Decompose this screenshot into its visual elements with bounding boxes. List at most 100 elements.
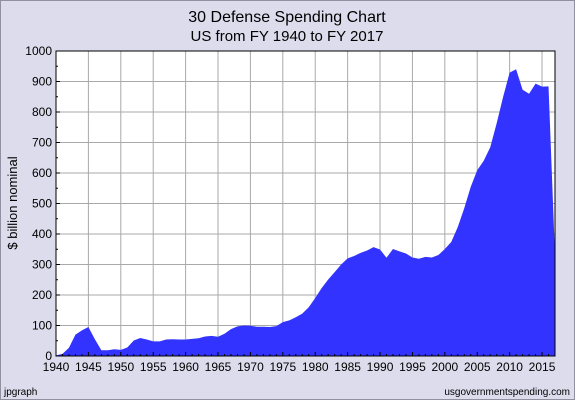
data-point bbox=[87, 326, 89, 328]
data-point bbox=[385, 257, 387, 259]
data-point bbox=[230, 328, 232, 330]
data-point bbox=[275, 325, 277, 327]
data-point bbox=[165, 338, 167, 340]
data-point bbox=[463, 207, 465, 209]
data-point bbox=[483, 160, 485, 162]
data-point bbox=[120, 349, 122, 351]
data-point bbox=[152, 340, 154, 342]
credit-source: usgovernmentspending.com bbox=[444, 387, 570, 398]
x-tick-label: 1960 bbox=[172, 360, 199, 374]
data-point bbox=[547, 85, 549, 87]
x-tick-label: 1955 bbox=[140, 360, 167, 374]
data-point bbox=[223, 333, 225, 335]
data-point bbox=[146, 338, 148, 340]
data-point bbox=[372, 246, 374, 248]
data-point bbox=[81, 329, 83, 331]
credit-jpgraph: jpgraph bbox=[3, 387, 37, 398]
y-tick-label: 500 bbox=[32, 197, 52, 211]
data-point bbox=[340, 263, 342, 265]
data-point bbox=[437, 254, 439, 256]
data-point bbox=[204, 335, 206, 337]
x-tick-label: 1940 bbox=[43, 360, 70, 374]
data-point bbox=[444, 248, 446, 250]
data-point bbox=[288, 319, 290, 321]
x-tick-label: 2000 bbox=[431, 360, 458, 374]
x-tick-label: 2010 bbox=[496, 360, 523, 374]
chart-subtitle: US from FY 1940 to FY 2017 bbox=[191, 28, 384, 45]
x-tick-label: 1950 bbox=[107, 360, 134, 374]
y-tick-label: 100 bbox=[32, 319, 52, 333]
data-point bbox=[346, 257, 348, 259]
data-point bbox=[508, 71, 510, 73]
series-area-group bbox=[56, 68, 555, 357]
y-axis-label: $ billion nominal bbox=[5, 156, 20, 249]
data-point bbox=[418, 258, 420, 260]
y-tick-label: 900 bbox=[32, 75, 52, 89]
data-point bbox=[353, 255, 355, 257]
data-point bbox=[359, 252, 361, 254]
data-point bbox=[262, 326, 264, 328]
y-axis: 0 100 200 300 400 500 600 700 800 900 1000 bbox=[25, 44, 60, 363]
data-point bbox=[282, 321, 284, 323]
data-point bbox=[236, 325, 238, 327]
data-point bbox=[398, 250, 400, 252]
data-point bbox=[249, 325, 251, 327]
data-point bbox=[314, 297, 316, 299]
data-point bbox=[476, 169, 478, 171]
data-point bbox=[321, 287, 323, 289]
data-point bbox=[178, 338, 180, 340]
x-tick-label: 2005 bbox=[464, 360, 491, 374]
data-point bbox=[197, 337, 199, 339]
data-point bbox=[327, 278, 329, 280]
data-point bbox=[100, 349, 102, 351]
data-point bbox=[126, 346, 128, 348]
data-point bbox=[457, 226, 459, 228]
series-area bbox=[56, 69, 555, 357]
data-point bbox=[489, 146, 491, 148]
data-point bbox=[528, 93, 530, 95]
data-point bbox=[424, 256, 426, 258]
data-point bbox=[107, 349, 109, 351]
data-point bbox=[113, 348, 115, 350]
y-tick-label: 700 bbox=[32, 136, 52, 150]
data-point bbox=[217, 336, 219, 338]
data-point bbox=[68, 347, 70, 349]
x-tick-label: 1965 bbox=[205, 360, 232, 374]
data-point bbox=[515, 68, 517, 70]
data-point bbox=[541, 85, 543, 87]
y-tick-label: 400 bbox=[32, 227, 52, 241]
data-point bbox=[74, 333, 76, 335]
y-tick-label: 300 bbox=[32, 258, 52, 272]
data-point bbox=[139, 337, 141, 339]
x-tick-label: 1975 bbox=[269, 360, 296, 374]
data-point bbox=[94, 338, 96, 340]
data-point bbox=[158, 340, 160, 342]
data-point bbox=[191, 338, 193, 340]
x-tick-label: 2015 bbox=[529, 360, 556, 374]
x-tick-label: 1970 bbox=[237, 360, 264, 374]
data-point bbox=[534, 82, 536, 84]
chart-title: 30 Defense Spending Chart bbox=[188, 9, 386, 26]
data-point bbox=[379, 248, 381, 250]
data-point bbox=[269, 326, 271, 328]
data-point bbox=[366, 249, 368, 251]
data-point bbox=[210, 335, 212, 337]
data-point bbox=[450, 241, 452, 243]
y-tick-label: 600 bbox=[32, 166, 52, 180]
data-point bbox=[133, 339, 135, 341]
y-tick-label: 1000 bbox=[25, 44, 52, 58]
data-point bbox=[308, 306, 310, 308]
data-point bbox=[171, 338, 173, 340]
x-tick-label: 1985 bbox=[334, 360, 361, 374]
data-point bbox=[333, 271, 335, 273]
data-point bbox=[392, 248, 394, 250]
data-point bbox=[295, 316, 297, 318]
x-tick-label: 1990 bbox=[367, 360, 394, 374]
data-point bbox=[411, 256, 413, 258]
x-tick-label: 1945 bbox=[75, 360, 102, 374]
data-point bbox=[184, 338, 186, 340]
y-tick-label: 800 bbox=[32, 105, 52, 119]
y-tick-label: 0 bbox=[45, 349, 52, 363]
